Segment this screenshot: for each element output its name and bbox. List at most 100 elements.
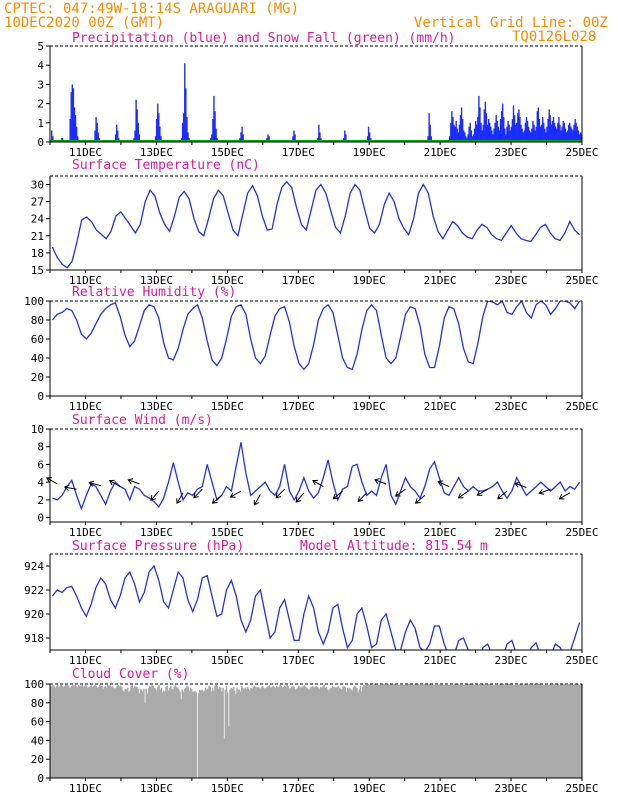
cloud-bar [357,692,359,778]
cloud-bar [321,687,323,778]
cloud-bar [521,684,524,778]
precip-bar [500,111,503,142]
cloud-bar [563,684,565,778]
wind-arrowhead [176,498,182,505]
cloud-bar [267,685,270,778]
precip-bar [549,115,551,142]
cloud-bar [515,684,518,778]
cloud-bar [175,686,178,778]
cloud-bar [465,684,468,778]
precip-bar [212,118,214,142]
precip-bar [458,124,461,142]
cloud-bar [543,684,546,778]
wind-data [52,442,581,511]
cloud-bar [189,687,192,778]
cloud-bar [157,686,159,778]
cloud-bar [568,684,570,778]
precip-bar [241,126,243,142]
precip-bar [185,88,187,142]
cloud-bar [470,684,472,778]
precip-bar [525,117,528,142]
precip-bar [529,130,531,142]
cloud-bar [419,684,421,778]
precip-ytick-label: 5 [37,40,44,53]
cloud-bar [114,688,116,778]
cloud-bar [217,688,220,778]
cloud-bar [400,684,402,778]
cloud-bar [166,685,168,778]
cloud-bar [317,687,320,778]
precip-bar [575,122,577,142]
cloud-bar [97,686,100,778]
wind-arrowhead [211,498,218,504]
cloud-bar [402,684,405,778]
cloud-bar [126,687,129,778]
cloud-bar [348,688,350,778]
wind-arrow [312,480,324,488]
cloud-bar [453,684,456,778]
cloud-title: Cloud Cover (%) [72,667,189,682]
cloud-bar [325,686,328,778]
cloud-bar [160,687,163,778]
cloud-bar [54,687,57,778]
wind-xtick-label: 17DEC [282,526,315,539]
cloud-bar [188,690,191,778]
cloud-bar [487,684,490,778]
precip-bar [494,122,496,142]
cloud-bar [222,687,224,778]
cloud-ytick-label: 80 [31,697,44,710]
cloud-bar [373,684,376,778]
cloud-bar [417,684,420,778]
precip-bar [215,128,217,142]
cloud-bar [414,684,416,778]
cloud-bar [261,685,264,778]
cloud-bar [179,691,181,778]
precip-bar [489,122,491,142]
precip-bar [468,126,470,142]
precip-bar [455,120,457,142]
cloud-bar [307,688,309,778]
wind-arrow [437,481,450,488]
cloud-bar [102,688,104,778]
cloud-bar [350,689,352,778]
precip-bar [319,132,321,142]
cloud-bar [225,685,228,778]
cloud-xtick-label: 19DEC [353,782,386,795]
cloud-bar [353,685,356,778]
precip-bar [520,124,522,142]
cloud-bar [273,686,276,778]
cloud-bar [343,685,345,778]
cloud-bar [322,685,324,778]
cloud-bar [514,684,517,778]
cloud-bar [172,689,174,778]
cloud-bar [110,686,113,778]
precip-bar [501,103,504,142]
cloud-bar [464,684,466,778]
cloud-bar [256,687,258,778]
cloud-bar [338,687,341,778]
cloud-bar [292,685,294,778]
cloud-bar [112,687,115,778]
cloud-bar [223,738,226,778]
precip-bar [576,126,578,142]
cloud-bar [60,684,63,778]
cloud-bar [580,684,582,778]
precip-bar [477,117,479,142]
cloud-bar [83,685,86,778]
cloud-bar [199,689,201,778]
precip-bar [115,124,118,142]
cloud-bar [456,684,458,778]
cloud-bar [190,688,193,778]
cloud-bar [195,692,198,778]
cloud-bar [385,684,387,778]
cloud-bar [484,684,486,778]
precip-bar [242,134,244,142]
cloud-bar [212,690,215,778]
cloud-bar [80,685,82,778]
cloud-bar [509,684,512,778]
cloud-bar [422,684,425,778]
cloud-bar [564,684,567,778]
cloud-bar [75,685,78,778]
precip-bar [579,132,582,142]
cloud-bar [65,684,67,778]
